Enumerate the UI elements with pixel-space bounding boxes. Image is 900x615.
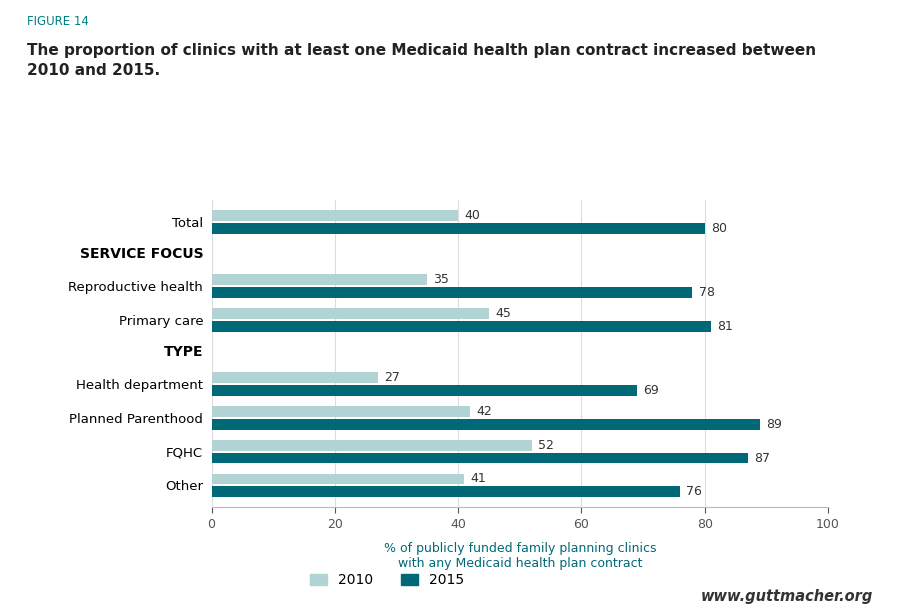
Bar (212, 406, 471, 417)
Bar (212, 486, 680, 498)
Bar (212, 308, 489, 319)
Bar (212, 274, 428, 285)
Text: 89: 89 (767, 418, 782, 430)
Bar (212, 287, 692, 298)
Legend: 2010, 2015: 2010, 2015 (305, 568, 469, 593)
Bar (212, 385, 637, 396)
Text: 52: 52 (538, 438, 554, 451)
Text: 40: 40 (464, 209, 480, 222)
Text: 76: 76 (686, 485, 702, 498)
Bar (212, 440, 532, 451)
Text: The proportion of clinics with at least one Medicaid health plan contract increa: The proportion of clinics with at least … (27, 43, 816, 78)
Bar (212, 321, 711, 331)
Text: 41: 41 (471, 472, 486, 485)
Bar (212, 210, 458, 221)
Bar (212, 372, 378, 383)
Text: 78: 78 (698, 286, 715, 299)
Text: 35: 35 (434, 273, 449, 286)
Text: 69: 69 (643, 384, 659, 397)
Text: 80: 80 (711, 222, 727, 235)
Text: 45: 45 (495, 307, 511, 320)
Text: FIGURE 14: FIGURE 14 (27, 15, 89, 28)
Text: 81: 81 (717, 320, 733, 333)
Bar (212, 223, 705, 234)
X-axis label: % of publicly funded family planning clinics
with any Medicaid health plan contr: % of publicly funded family planning cli… (383, 542, 656, 570)
Text: 27: 27 (384, 371, 400, 384)
Text: 42: 42 (477, 405, 492, 418)
Text: www.guttmacher.org: www.guttmacher.org (700, 589, 873, 604)
Bar (212, 453, 748, 464)
Text: 87: 87 (754, 451, 770, 464)
Bar (212, 419, 760, 430)
Bar (212, 474, 464, 485)
